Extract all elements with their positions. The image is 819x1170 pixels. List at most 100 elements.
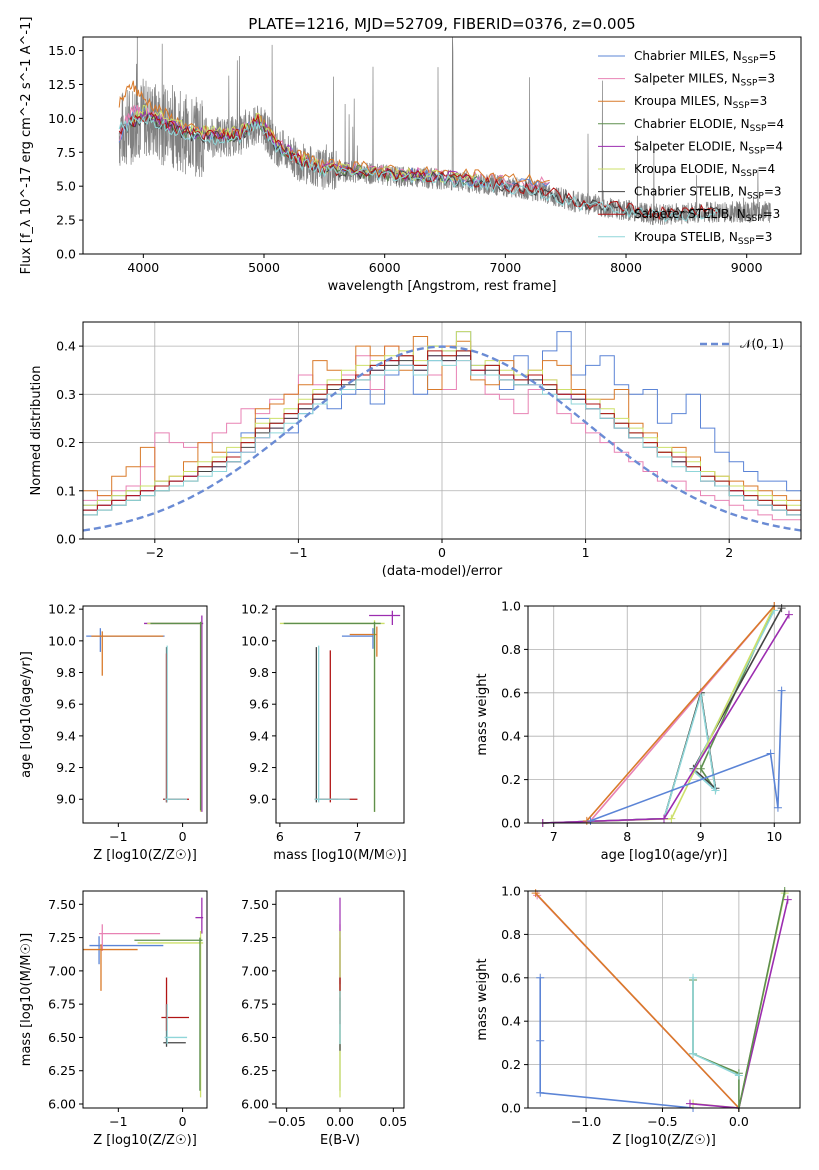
y-tick-label: 0.0: [56, 532, 76, 547]
x-tick-label: 1: [582, 545, 590, 560]
legend-entry: Salpeter MILES, NSSP=3: [634, 72, 775, 89]
x-tick-label: 8000: [610, 260, 642, 275]
y-tick-label: 9.0: [249, 792, 269, 807]
y-tick-label: 0.6: [501, 970, 521, 985]
y-tick-label: 5.0: [56, 179, 76, 194]
y-tick-label: 9.2: [56, 760, 76, 775]
y-tick-label: 9.4: [249, 728, 269, 743]
weight-kroupa-miles: [535, 892, 740, 1109]
x-tick-label: 0: [179, 1114, 187, 1129]
weight-salpeter-elodie-marker: [783, 895, 792, 904]
x-tick-label: 2: [725, 545, 733, 560]
plot-area-mass_weight_vs_age: [538, 602, 793, 827]
x-axis-label: (data-model)/error: [382, 564, 503, 579]
y-tick-label: 7.50: [48, 897, 76, 912]
weight-chabrier-miles-marker: [773, 803, 782, 812]
y-tick-label: 0.8: [501, 642, 521, 657]
y-tick-label: 1.0: [501, 884, 521, 899]
plot-area-residual_hist: [82, 331, 802, 532]
weight-kroupa-stelib-marker: [689, 973, 698, 982]
y-axis-label: Normed distribution: [29, 366, 44, 496]
hist-step-8: [83, 360, 801, 516]
y-tick-label: 0.8: [501, 927, 521, 942]
x-tick-label: 0.0: [729, 1114, 749, 1129]
y-tick-label: 6.75: [48, 997, 76, 1012]
y-tick-label: 6.50: [241, 1030, 269, 1045]
model-line-7: [118, 112, 720, 221]
y-axis-label: Flux [f_λ 10^-17 erg cm^-2 s^-1 A^-1]: [19, 17, 34, 275]
y-tick-label: 9.6: [249, 697, 269, 712]
weight-kroupa-stelib-marker: [734, 1071, 743, 1080]
legend-entry: Salpeter ELODIE, NSSP=4: [634, 139, 783, 156]
axes-frame: [82, 890, 208, 1109]
y-tick-label: 10.0: [48, 633, 76, 648]
weight-chabrier-elodie-marker: [696, 764, 705, 773]
weight-chabrier-miles-marker: [536, 973, 545, 982]
y-tick-label: 7.50: [241, 897, 269, 912]
y-tick-label: 6.00: [241, 1097, 269, 1112]
y-tick-label: 9.2: [249, 760, 269, 775]
y-tick-label: 15.0: [48, 43, 76, 58]
x-tick-label: 7: [550, 829, 558, 844]
x-tick-label: 6: [276, 829, 284, 844]
y-tick-label: 0.2: [501, 1057, 521, 1072]
weight-salpeter-elodie-marker: [660, 814, 668, 823]
y-tick-label: 6.00: [48, 1097, 76, 1112]
weight-kroupa-stelib: [692, 977, 740, 1077]
y-axis-label: mass weight: [475, 958, 490, 1040]
x-tick-label: −1: [289, 545, 307, 560]
x-tick-label: 9: [697, 829, 705, 844]
y-tick-label: 9.6: [56, 697, 76, 712]
axes-residual_hist: −2 −1 0 1 2 0.0 0.1 0.2 0.3 0.4 (data-model)/error…: [29, 321, 802, 579]
y-tick-label: 0.4: [56, 339, 76, 354]
plot-area-mass_weight_vs_Z: [531, 887, 792, 1112]
x-tick-label: 0.05: [379, 1114, 407, 1129]
spectrum-legend: Chabrier MILES, NSSP=5 Salpeter MILES, NS…: [598, 49, 784, 247]
figure-title: PLATE=1216, MJD=52709, FIBERID=0376, z=0…: [248, 15, 635, 33]
axes-frame: [527, 605, 801, 824]
axes-mass_weight_vs_Z: −1.0 −0.5 0.0 0.0 0.2 0.4 0.6 0.8 1.0 Z [log10(Z/…: [475, 884, 801, 1148]
x-tick-label: 0: [438, 545, 446, 560]
x-tick-label: 5000: [248, 260, 280, 275]
model-line-5: [130, 104, 478, 183]
hist-step-7: [83, 350, 801, 511]
y-tick-label: 9.8: [56, 665, 76, 680]
weight-chabrier-stelib-marker: [777, 604, 786, 613]
x-tick-label: −1.0: [571, 1114, 601, 1129]
y-tick-label: 2.5: [56, 213, 76, 228]
weight-chabrier-miles-marker: [766, 749, 775, 758]
legend-entry: 𝒩(0, 1): [740, 337, 784, 351]
x-tick-label: −2: [146, 545, 164, 560]
x-tick-label: 10: [766, 829, 782, 844]
x-tick-label: 0: [179, 829, 187, 844]
plot-area-spectrum: [118, 37, 772, 226]
y-tick-label: 10.2: [48, 602, 76, 617]
normal-curve: [82, 345, 802, 532]
x-axis-label: mass [log10(M/M☉)]: [273, 848, 406, 863]
x-axis-label: wavelength [Angstrom, rest frame]: [328, 279, 557, 294]
y-tick-label: 9.8: [249, 665, 269, 680]
axes-mass_vs_ebv: −0.05 0.00 0.05 6.00 6.25 6.50 6.75 7.00 7.25 7.5…: [241, 890, 407, 1148]
x-axis-label: Z [log10(Z/Z☉)]: [93, 1133, 197, 1148]
model-line-8: [118, 114, 720, 223]
y-tick-label: 7.5: [56, 145, 76, 160]
weight-chabrier-elodie: [542, 605, 776, 824]
legend-entry: Kroupa ELODIE, NSSP=4: [634, 162, 775, 179]
legend-entry: Salpeter STELIB, NSSP=3: [634, 207, 780, 224]
weight-kroupa-elodie-marker: [667, 814, 676, 823]
axes-frame: [275, 605, 405, 824]
weight-chabrier-miles-marker: [536, 1088, 545, 1097]
weight-chabrier-miles-marker: [536, 1036, 545, 1045]
x-tick-label: −1: [109, 829, 127, 844]
x-tick-label: 7000: [489, 260, 521, 275]
x-tick-label: 4000: [127, 260, 159, 275]
x-tick-label: −1: [109, 1114, 127, 1129]
y-axis-label: mass weight: [475, 673, 490, 755]
x-tick-label: 7: [353, 829, 361, 844]
axes-mass_weight_vs_age: 7 8 9 10 0.0 0.2 0.4 0.6 0.8 1.0 age [log10(age/yr…: [475, 599, 801, 863]
axes-mass_vs_Z: −1 0 6.00 6.25 6.50 6.75 7.00 7.25 7.50 Z [log10(…: [19, 890, 208, 1148]
x-axis-label: Z [log10(Z/Z☉)]: [612, 1133, 716, 1148]
y-tick-label: 0.4: [501, 1014, 521, 1029]
y-tick-label: 10.2: [241, 602, 269, 617]
